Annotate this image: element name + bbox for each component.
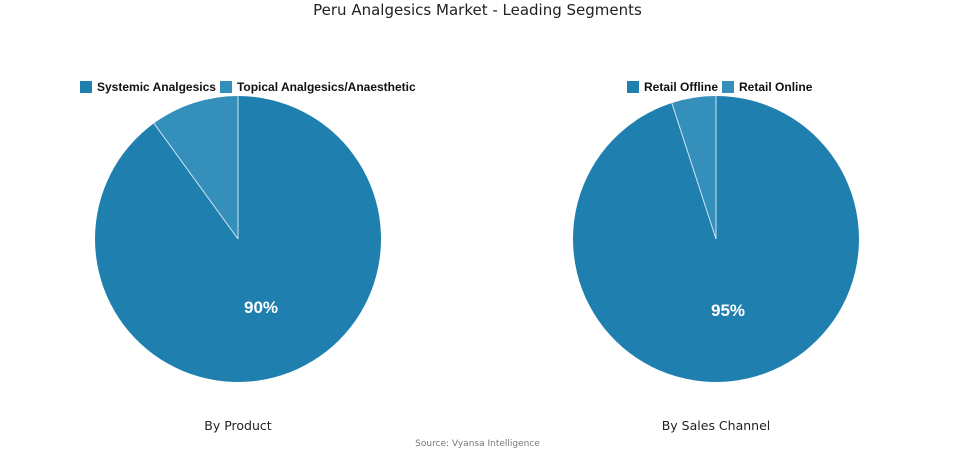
legend-label: Topical Analgesics/Anaesthetic <box>236 80 416 94</box>
legend-label: Systemic Analgesics <box>97 80 216 94</box>
slice-topical[interactable] <box>153 96 238 239</box>
legend-item-retail-offline[interactable]: Retail Offline <box>627 80 718 94</box>
legend-product: Systemic Analgesics Topical Analgesics/A… <box>80 80 420 94</box>
legend-swatch <box>627 81 639 93</box>
pie-product: 90% <box>95 96 382 383</box>
source-note: Source: Vyansa Intelligence <box>415 439 540 449</box>
legend-item-systemic[interactable]: Systemic Analgesics <box>80 80 216 94</box>
slice-retail-online[interactable] <box>671 96 716 239</box>
legend-item-retail-online[interactable]: Retail Online <box>722 80 812 94</box>
legend-sales-channel: Retail Offline Retail Online <box>627 80 816 94</box>
legend-swatch <box>80 81 92 93</box>
pie-label-systemic: 90% <box>244 298 278 317</box>
legend-swatch <box>722 81 735 93</box>
legend-label: Retail Online <box>739 80 813 94</box>
legend-swatch <box>219 81 232 93</box>
pie-sales-channel: 95% <box>572 96 859 382</box>
legend-label: Retail Offline <box>644 80 719 94</box>
subtitle-sales-channel: By Sales Channel <box>661 418 771 433</box>
legend-item-topical[interactable]: Topical Analgesics/Anaesthetic <box>219 80 416 94</box>
subtitle-product: By Product <box>204 418 272 433</box>
chart-title: Peru Analgesics Market - Leading Segment… <box>313 1 642 19</box>
slice-systemic[interactable] <box>95 96 382 383</box>
pie-label-retail-offline: 95% <box>711 301 745 320</box>
